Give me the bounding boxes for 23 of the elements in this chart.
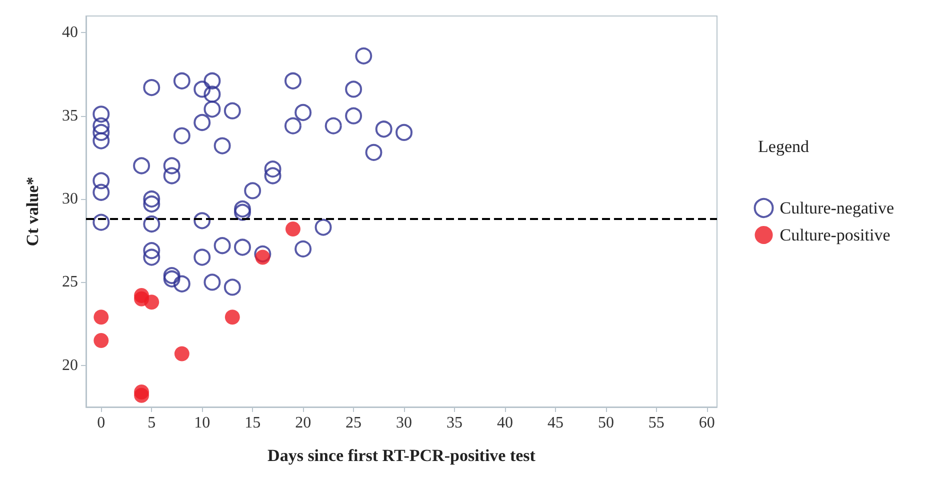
x-tick-label: 45 bbox=[547, 414, 564, 432]
x-tick-label: 30 bbox=[396, 414, 412, 432]
legend-label: Culture-negative bbox=[780, 198, 894, 218]
x-tick-label: 55 bbox=[648, 414, 664, 432]
y-tick-label: 30 bbox=[62, 190, 78, 208]
legend-title: Legend bbox=[758, 137, 810, 156]
y-tick-label: 20 bbox=[62, 356, 78, 374]
y-tick-label: 35 bbox=[62, 107, 78, 124]
y-tick-label: 40 bbox=[62, 24, 78, 42]
y-axis-title: Ct value* bbox=[23, 176, 42, 246]
legend-label: Culture-positive bbox=[780, 226, 890, 244]
x-tick-label: 20 bbox=[295, 414, 312, 432]
x-tick-label: 5 bbox=[148, 414, 156, 432]
x-tick-label: 35 bbox=[446, 414, 463, 432]
x-tick-label: 60 bbox=[698, 414, 715, 432]
x-tick-label: 0 bbox=[97, 414, 106, 432]
x-axis-title: Days since first RT-PCR-positive test bbox=[268, 446, 536, 465]
y-tick-label: 25 bbox=[62, 274, 78, 291]
x-tick-label: 50 bbox=[598, 414, 614, 432]
x-tick-label: 15 bbox=[244, 414, 261, 432]
x-tick-label: 25 bbox=[346, 414, 362, 432]
x-tick-label: 40 bbox=[496, 414, 513, 432]
x-tick-label: 10 bbox=[194, 414, 210, 432]
